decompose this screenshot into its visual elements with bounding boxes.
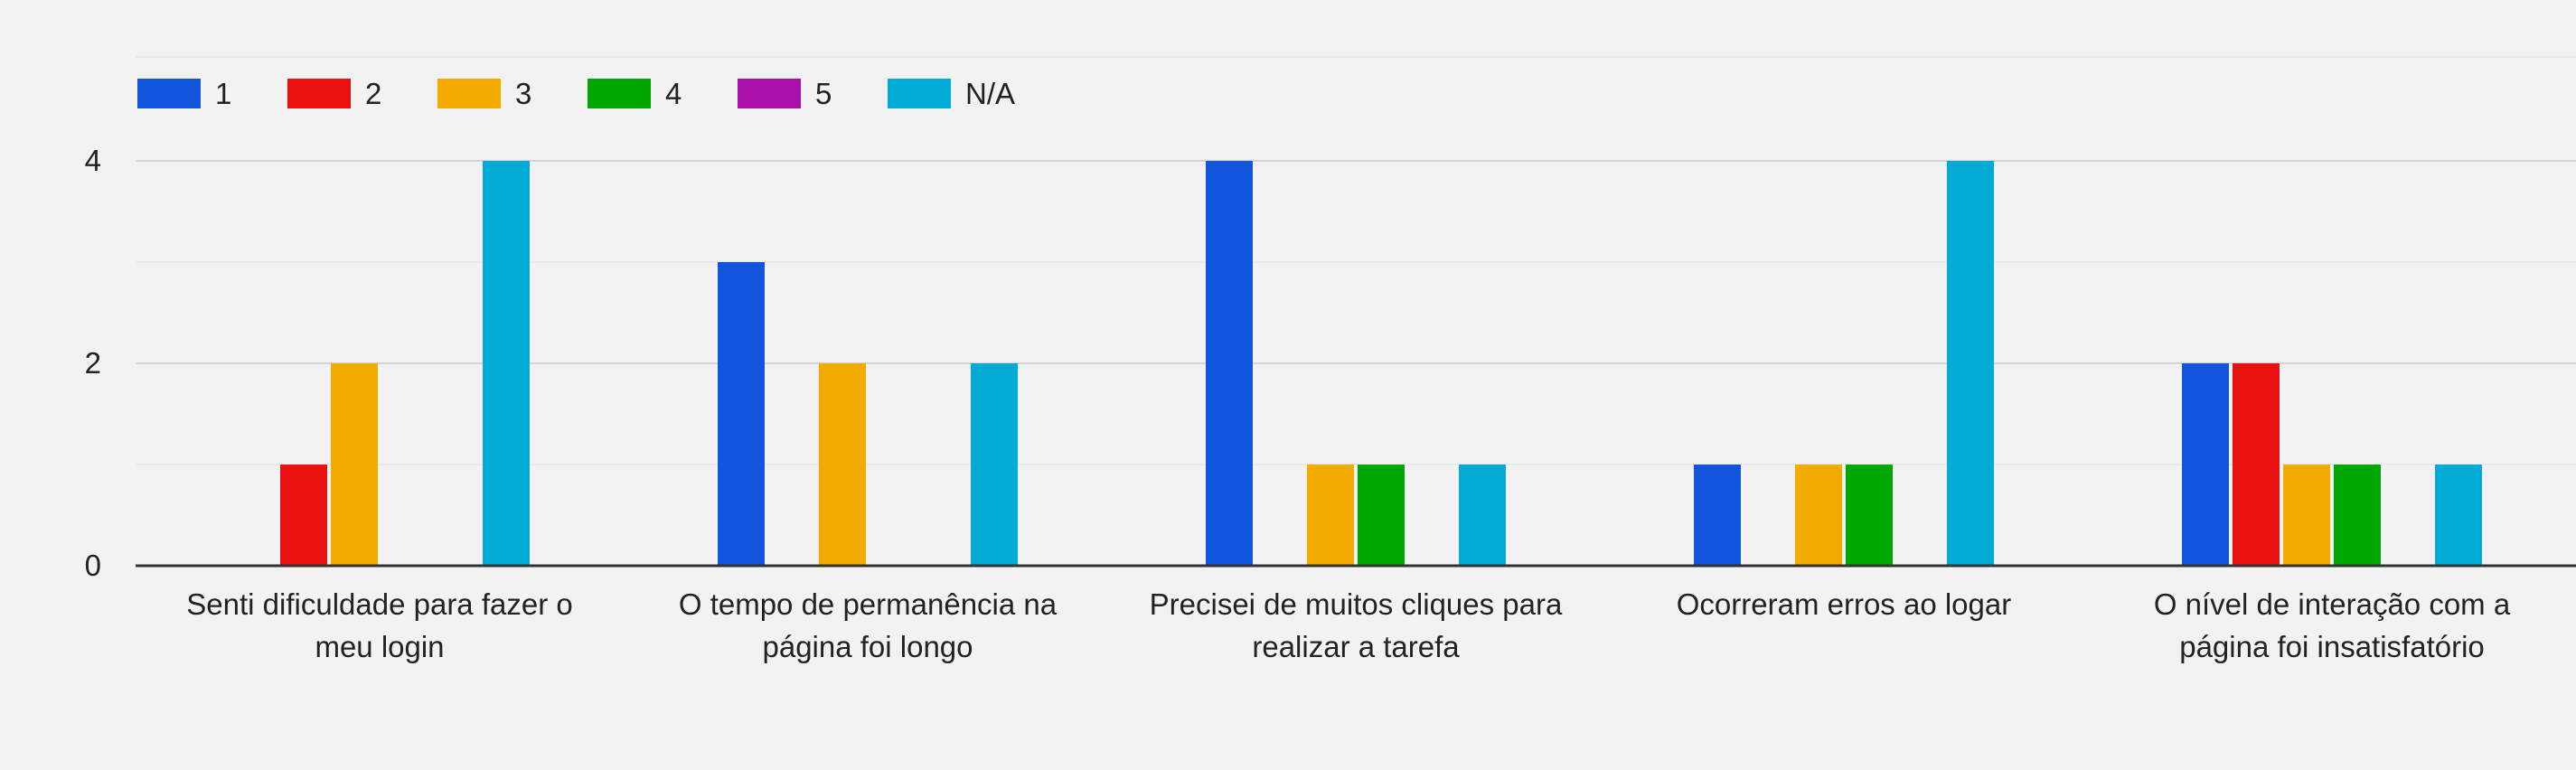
bar	[1307, 465, 1354, 566]
bar	[1947, 161, 1994, 566]
bar	[971, 363, 1018, 566]
x-tick-label: Precisei de muitos cliques para	[1150, 587, 1563, 621]
legend-swatch	[738, 79, 801, 108]
x-tick-label: realizar a tarefa	[1252, 630, 1460, 663]
legend-label: 2	[365, 77, 381, 110]
legend-swatch	[437, 79, 501, 108]
legend-swatch	[137, 79, 201, 108]
bar	[2435, 465, 2482, 566]
x-tick-label: página foi longo	[762, 630, 973, 663]
y-tick-label: 2	[85, 346, 101, 380]
bar	[718, 262, 765, 566]
bar	[2283, 465, 2330, 566]
bar	[2334, 465, 2381, 566]
bar	[1846, 465, 1893, 566]
bar	[1358, 465, 1405, 566]
bar	[819, 363, 866, 566]
bar	[2182, 363, 2229, 566]
bar	[280, 465, 327, 566]
legend-swatch	[588, 79, 651, 108]
x-tick-label: Senti dificuldade para fazer o	[186, 587, 572, 621]
legend-swatch	[888, 79, 951, 108]
legend-label: N/A	[965, 77, 1015, 110]
x-tick-label: O tempo de permanência na	[679, 587, 1058, 621]
legend-label: 4	[665, 77, 682, 110]
x-tick-label: Ocorreram erros ao logar	[1677, 587, 2011, 621]
bar	[483, 161, 530, 566]
y-tick-label: 0	[85, 549, 101, 582]
x-tick-label: meu login	[315, 630, 444, 663]
legend-label: 3	[515, 77, 531, 110]
legend-label: 5	[815, 77, 832, 110]
bar	[2233, 363, 2280, 566]
bar	[1694, 465, 1741, 566]
x-tick-label: página foi insatisfatório	[2179, 630, 2485, 663]
bar	[1206, 161, 1253, 566]
legend-label: 1	[215, 77, 231, 110]
legend-swatch	[287, 79, 351, 108]
x-tick-label: O nível de interação com a	[2154, 587, 2511, 621]
bar	[1795, 465, 1842, 566]
bar	[1459, 465, 1506, 566]
y-tick-label: 4	[85, 144, 101, 177]
bar	[331, 363, 378, 566]
